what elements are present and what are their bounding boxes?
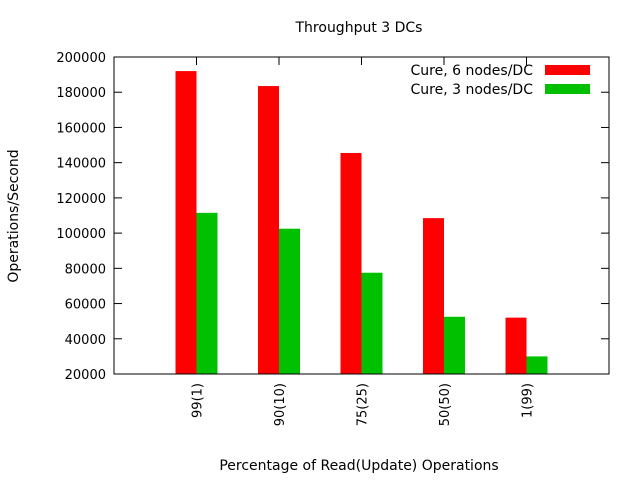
x-tick-label: 1(99) (521, 383, 536, 418)
bar-six-nodes (258, 86, 279, 374)
x-tick-label: 50(50) (438, 383, 453, 426)
bar-three-nodes (279, 228, 300, 374)
x-axis-label: Percentage of Read(Update) Operations (219, 458, 498, 474)
bar-three-nodes (526, 356, 548, 374)
y-tick-label: 20000 (65, 368, 106, 383)
legend-swatch (545, 84, 590, 94)
bar-three-nodes (361, 272, 383, 374)
bar-six-nodes (340, 152, 362, 374)
y-axis-label: Operations/Second (6, 149, 22, 282)
x-tick-label: 99(1) (191, 383, 206, 418)
legend-swatch (545, 65, 590, 75)
x-tick-label: 90(10) (273, 383, 288, 426)
y-tick-label: 120000 (56, 192, 106, 207)
bar-three-nodes (444, 316, 465, 374)
bar-six-nodes (175, 71, 197, 374)
plot-area: 20000 40000 60000 80000 100000 120000 140000 16… (56, 51, 610, 426)
y-tick-label: 80000 (65, 262, 106, 277)
legend-label: Cure, 3 nodes/DC (411, 82, 534, 98)
chart-title: Throughput 3 DCs (295, 20, 423, 36)
y-tick-label: 100000 (56, 227, 106, 242)
bar-six-nodes (505, 317, 527, 374)
y-tick-label: 160000 (56, 121, 106, 136)
y-tick-label: 200000 (56, 51, 106, 66)
y-tick-label: 60000 (65, 298, 106, 313)
legend: Cure, 6 nodes/DC Cure, 3 nodes/DC (411, 63, 590, 98)
y-tick-label: 40000 (65, 333, 106, 348)
bar-three-nodes (196, 212, 218, 374)
y-tick-label: 140000 (56, 157, 106, 172)
legend-label: Cure, 6 nodes/DC (411, 63, 534, 79)
y-tick-label: 180000 (56, 86, 106, 101)
x-tick-label: 75(25) (356, 383, 371, 426)
bar-six-nodes (423, 218, 444, 374)
